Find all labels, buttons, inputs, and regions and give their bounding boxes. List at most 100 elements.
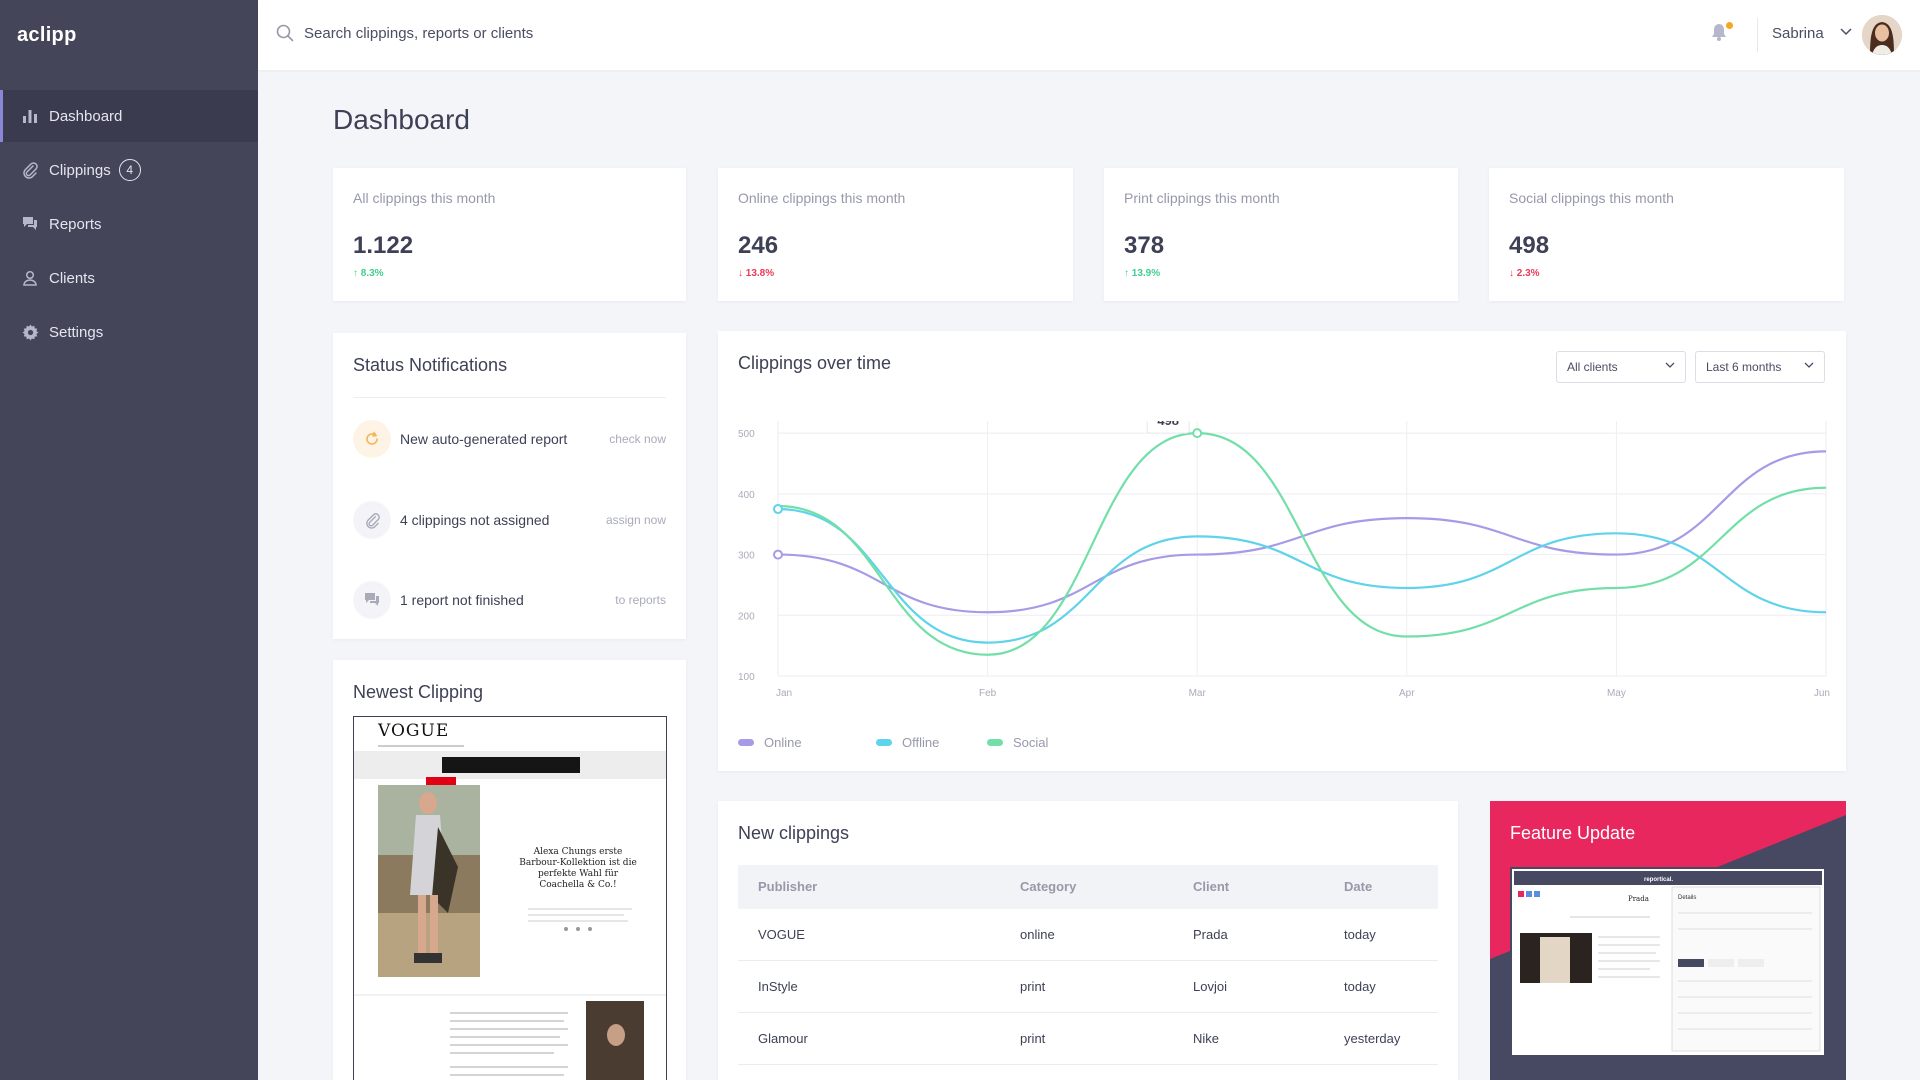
legend-label: Online: [764, 735, 802, 750]
cell-publisher: InStyle: [758, 979, 798, 994]
stat-card-print[interactable]: Print clippings this month 378 ↑ 13.9%: [1104, 168, 1458, 301]
sidebar-item-label: Clippings: [49, 161, 111, 179]
y-tick-label: 300: [738, 551, 755, 562]
stat-card-online[interactable]: Online clippings this month 246 ↓ 13.8%: [718, 168, 1073, 301]
column-header-date[interactable]: Date: [1344, 879, 1373, 894]
series-line-offline: [777, 507, 1827, 644]
x-tick-label: Jan: [776, 688, 792, 699]
stat-change: ↓ 2.3%: [1509, 268, 1540, 279]
chevron-down-icon[interactable]: [1840, 28, 1852, 36]
sidebar-item-label: Settings: [49, 323, 104, 341]
notification-item: New auto-generated report check now: [353, 419, 666, 459]
avatar[interactable]: [1862, 15, 1902, 55]
column-header-publisher[interactable]: Publisher: [758, 879, 818, 894]
notification-item: 1 report not finished to reports: [353, 580, 666, 620]
sidebar-item-settings[interactable]: Settings: [0, 306, 258, 358]
stat-value: 246: [738, 232, 779, 259]
legend-social[interactable]: Social: [987, 735, 1048, 750]
arrow-down-icon: ↓: [1509, 268, 1517, 279]
card-title: New clippings: [738, 823, 850, 843]
stat-value: 378: [1124, 232, 1165, 259]
cell-client: Lovjoi: [1193, 979, 1227, 994]
feature-update-card[interactable]: Feature Update reportical. Prada Details: [1490, 801, 1846, 1080]
newest-clipping-card: Newest Clipping VOGUE Alexa Chungs erste…: [333, 660, 686, 1080]
cell-publisher: VOGUE: [758, 927, 805, 942]
table-row[interactable]: Glamour print Nike yesterday: [738, 1013, 1438, 1065]
legend-label: Social: [1013, 735, 1049, 750]
clipping-masthead: VOGUE: [378, 721, 450, 741]
legend-swatch: [738, 739, 754, 746]
svg-text:Coachella & Co.!: Coachella & Co.!: [539, 880, 616, 890]
tooltip-value: 498: [1157, 421, 1179, 428]
card-title: Clippings over time: [738, 353, 892, 373]
chat-icon: [20, 214, 40, 234]
sidebar-item-label: Clients: [49, 269, 95, 287]
check-now-link[interactable]: check now: [609, 432, 666, 446]
column-header-client[interactable]: Client: [1193, 879, 1230, 894]
clippings-line-chart: 100 200 300 400 500 Jan Feb Mar Apr May Jun 498: [738, 421, 1830, 699]
user-icon: [20, 268, 40, 288]
notification-text: 4 clippings not assigned: [400, 512, 550, 528]
chevron-down-icon: [1665, 362, 1675, 368]
user-name[interactable]: Sabrina: [1772, 25, 1824, 42]
cell-publisher: Glamour: [758, 1031, 808, 1046]
feature-preview-image: reportical. Prada Details: [1510, 867, 1826, 1057]
cell-client: Nike: [1193, 1031, 1220, 1046]
legend-swatch: [987, 739, 1003, 746]
search-input[interactable]: [304, 24, 704, 42]
y-tick-label: 500: [738, 429, 755, 440]
y-tick-label: 200: [738, 611, 755, 622]
y-tick-label: 100: [738, 672, 755, 683]
sidebar-nav: Dashboard Clippings 4 Reports Clients: [0, 90, 258, 358]
client-filter-value: All clients: [1567, 360, 1618, 374]
notification-dot: [1726, 22, 1733, 29]
search-box: [276, 24, 704, 42]
cell-client: Prada: [1193, 927, 1228, 942]
stat-value: 1.122: [353, 232, 414, 259]
cell-date: yesterday: [1344, 1031, 1401, 1046]
series-line-online: [777, 450, 1827, 614]
sidebar-item-label: Reports: [49, 215, 102, 233]
highlight-marker-social: [1192, 428, 1203, 439]
clipping-preview[interactable]: VOGUE Alexa Chungs erste Barbour-Kollekt…: [353, 716, 667, 1080]
new-clippings-card: New clippings Publisher Category Client …: [718, 801, 1458, 1080]
sidebar-item-dashboard[interactable]: Dashboard: [0, 90, 258, 142]
legend-online[interactable]: Online: [738, 735, 802, 750]
notification-text: New auto-generated report: [400, 431, 568, 447]
sidebar-item-clippings[interactable]: Clippings 4: [0, 144, 258, 196]
to-reports-link[interactable]: to reports: [615, 593, 666, 607]
stat-card-all[interactable]: All clippings this month 1.122 ↑ 8.3%: [333, 168, 686, 301]
app-logo[interactable]: aclipp: [17, 23, 77, 46]
assign-now-link[interactable]: assign now: [605, 513, 666, 527]
cell-category: print: [1020, 1031, 1046, 1046]
notification-item: 4 clippings not assigned assign now: [353, 500, 666, 540]
sidebar-item-reports[interactable]: Reports: [0, 198, 258, 250]
legend-offline[interactable]: Offline: [876, 735, 939, 750]
column-header-category[interactable]: Category: [1020, 879, 1077, 894]
stat-label: Online clippings this month: [738, 190, 906, 206]
tooltip-box: [1146, 421, 1190, 434]
topbar-divider: [1757, 18, 1758, 52]
table-row[interactable]: VOGUE online Prada today: [738, 909, 1438, 961]
legend-swatch: [876, 739, 892, 746]
arrow-down-icon: ↓: [738, 268, 746, 279]
series-line-social: [777, 432, 1827, 656]
stat-card-social[interactable]: Social clippings this month 498 ↓ 2.3%: [1489, 168, 1844, 301]
arrow-up-icon: ↑: [353, 268, 361, 279]
range-filter-value: Last 6 months: [1706, 360, 1782, 374]
sidebar: aclipp Dashboard Clippings 4 Reports Cli: [0, 0, 258, 1080]
status-notifications-card: Status Notifications New auto-generated …: [333, 333, 686, 639]
sidebar-item-clients[interactable]: Clients: [0, 252, 258, 304]
x-tick-label: Apr: [1399, 688, 1415, 699]
svg-text:perfekte Wahl für: perfekte Wahl für: [538, 869, 619, 879]
table-row[interactable]: InStyle print Lovjoi today: [738, 961, 1438, 1013]
client-filter-dropdown[interactable]: All clients: [1556, 351, 1686, 383]
paperclip-icon: [353, 501, 391, 539]
card-title: Status Notifications: [353, 355, 508, 375]
bell-icon[interactable]: [1710, 22, 1728, 42]
range-filter-dropdown[interactable]: Last 6 months: [1695, 351, 1825, 383]
chat-icon: [353, 581, 391, 619]
preview-panel-title: Details: [1678, 895, 1696, 901]
x-tick-label: May: [1607, 688, 1626, 699]
clipping-page-image: Alexa Chungs erste Barbour-Kollektion is…: [354, 745, 666, 1080]
